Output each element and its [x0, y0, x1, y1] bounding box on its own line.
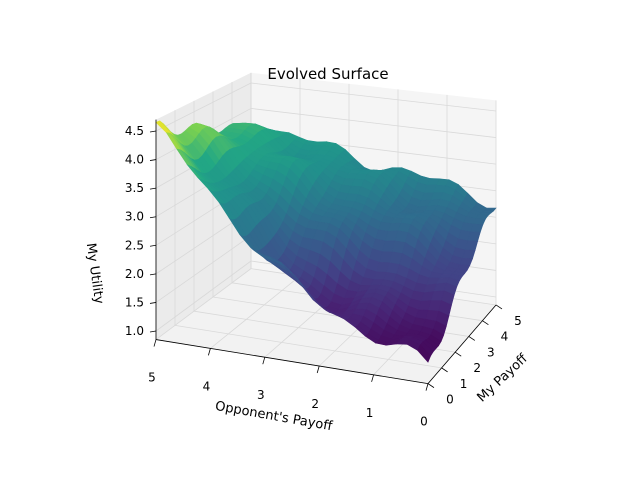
y-tick-label: 4: [203, 379, 211, 393]
y-tick-label: 0: [420, 415, 428, 429]
z-tick-label: 3.0: [125, 210, 144, 224]
z-tick-mark: [150, 245, 156, 246]
z-tick-mark: [150, 131, 156, 132]
z-tick-mark: [150, 274, 156, 275]
z-tick-mark: [150, 217, 156, 218]
x-tick-mark: [428, 384, 434, 388]
z-tick-mark: [150, 331, 156, 332]
x-tick-label: 0: [446, 393, 454, 407]
y-tick-mark: [263, 357, 265, 364]
chart-title: Evolved Surface: [267, 65, 388, 83]
y-tick-mark: [154, 340, 156, 347]
x-tick-label: 5: [514, 314, 522, 328]
y-tick-mark: [372, 375, 374, 382]
z-tick-mark: [150, 160, 156, 161]
x-tick-mark: [455, 352, 461, 356]
x-tick-label: 3: [487, 345, 495, 359]
y-tick-mark: [426, 384, 428, 391]
z-tick-label: 4.5: [125, 124, 144, 138]
y-tick-label: 3: [257, 388, 265, 402]
z-axis-label: My Utility: [83, 242, 106, 305]
y-tick-mark: [208, 348, 210, 355]
y-tick-label: 5: [148, 371, 156, 385]
x-tick-label: 2: [473, 361, 481, 375]
z-tick-mark: [150, 188, 156, 189]
y-tick-mark: [317, 366, 319, 373]
x-tick-label: 4: [501, 330, 509, 344]
z-tick-label: 2.0: [125, 267, 144, 281]
x-tick-mark: [496, 305, 502, 309]
y-tick-label: 1: [366, 406, 374, 420]
z-tick-label: 3.5: [125, 181, 144, 195]
x-axis-label: My Payoff: [475, 351, 532, 406]
z-tick-label: 1.0: [125, 324, 144, 338]
z-tick-label: 1.5: [125, 295, 144, 309]
x-tick-mark: [482, 321, 488, 325]
x-tick-mark: [442, 368, 448, 372]
x-tick-mark: [469, 336, 475, 340]
z-tick-mark: [150, 302, 156, 303]
z-tick-label: 2.5: [125, 238, 144, 252]
z-tick-label: 4.0: [125, 153, 144, 167]
x-tick-label: 1: [460, 377, 468, 391]
y-tick-label: 2: [311, 397, 319, 411]
